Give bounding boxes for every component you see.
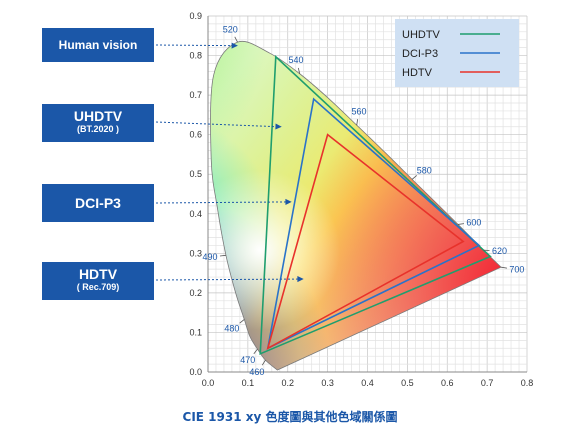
label-pointers (155, 42, 304, 283)
spectral-locus-line (210, 40, 502, 371)
y-tick-label: 0.2 (189, 288, 202, 298)
wavelength-tick (253, 348, 258, 355)
x-tick-label: 0.4 (361, 378, 374, 388)
hdtv-title: HDTV (78, 266, 118, 282)
hdtv-subtitle: ( Rec.709) (76, 282, 120, 293)
hdtv-label: HDTV ( Rec.709) (42, 262, 154, 300)
uhdtv-subtitle: (BT.2020 ) (76, 124, 120, 135)
y-tick-label: 0.5 (189, 169, 202, 179)
y-tick-label: 0.8 (189, 51, 202, 61)
wavelength-tick (297, 67, 301, 74)
gamut-triangle-hdtv (266, 133, 465, 350)
dci-p3-title: DCI-P3 (75, 195, 121, 211)
wavelength-tick (239, 319, 245, 324)
wavelength-label: 700 (509, 264, 524, 274)
legend-entry-label: UHDTV (402, 29, 441, 41)
pointer-arrowhead (297, 276, 304, 283)
wavelength-label: 580 (417, 165, 432, 175)
spectral-locus-outline (210, 40, 502, 371)
pointer-line (155, 278, 301, 281)
y-tick-label: 0.9 (189, 11, 202, 21)
wavelength-label: 520 (223, 25, 238, 35)
wavelength-label: 560 (352, 106, 367, 116)
wavelength-tick (234, 36, 238, 43)
wavelength-label: 600 (466, 217, 481, 227)
gamut-triangles (259, 54, 492, 356)
wavelength-label: 460 (249, 367, 264, 377)
wavelength-label: 490 (203, 252, 218, 262)
y-tick-label: 0.6 (189, 130, 202, 140)
uhdtv-label: UHDTV (BT.2020 ) (42, 104, 154, 142)
x-tick-label: 0.0 (202, 378, 215, 388)
wavelength-tick (501, 266, 508, 269)
x-tick-label: 0.1 (242, 378, 255, 388)
chart-caption: CIE 1931 xy 色度圖與其他色域關係圖 (182, 410, 398, 424)
y-tick-label: 0.7 (189, 90, 202, 100)
human-vision-title: Human vision (58, 38, 138, 52)
x-tick-label: 0.2 (281, 378, 294, 388)
legend-entry-label: HDTV (402, 67, 433, 79)
wavelength-tick (411, 175, 417, 180)
y-tick-label: 0.0 (189, 367, 202, 377)
dci-p3-label: DCI-P3 (42, 184, 154, 222)
pointer-line (155, 44, 235, 47)
x-tick-label: 0.6 (441, 378, 454, 388)
y-tick-label: 0.1 (189, 327, 202, 337)
wavelength-tick (457, 223, 465, 225)
wavelength-tick (356, 119, 359, 126)
pointer-arrowhead (285, 198, 292, 206)
y-tick-label: 0.3 (189, 248, 202, 258)
chart-legend: UHDTV DCI-P3 HDTV (395, 19, 519, 87)
pointer-line (155, 121, 279, 128)
x-tick-label: 0.7 (481, 378, 494, 388)
pointer-arrowhead (275, 123, 282, 130)
wavelength-tick (219, 254, 226, 257)
pointer-arrowhead (231, 42, 238, 49)
gamut-triangle-dci-p3 (266, 97, 481, 350)
x-tick-label: 0.5 (401, 378, 414, 388)
wavelength-label: 540 (288, 55, 303, 65)
x-tick-label: 0.8 (521, 378, 534, 388)
wavelength-label: 620 (492, 246, 507, 256)
human-vision-label: Human vision (42, 28, 154, 62)
legend-entry-label: DCI-P3 (402, 48, 438, 60)
wavelength-label: 470 (240, 355, 255, 365)
gamut-triangle-uhdtv (259, 54, 492, 356)
chart-axes: 0.0 0.1 0.2 0.3 0.4 0.5 0.6 0.7 0.8 0.0 0.1 0.2 0.3 0… (189, 11, 533, 388)
x-tick-label: 0.3 (321, 378, 334, 388)
wavelength-label: 480 (224, 323, 239, 333)
y-tick-label: 0.4 (189, 209, 202, 219)
wavelength-tick (261, 359, 266, 366)
uhdtv-title: UHDTV (73, 108, 123, 124)
